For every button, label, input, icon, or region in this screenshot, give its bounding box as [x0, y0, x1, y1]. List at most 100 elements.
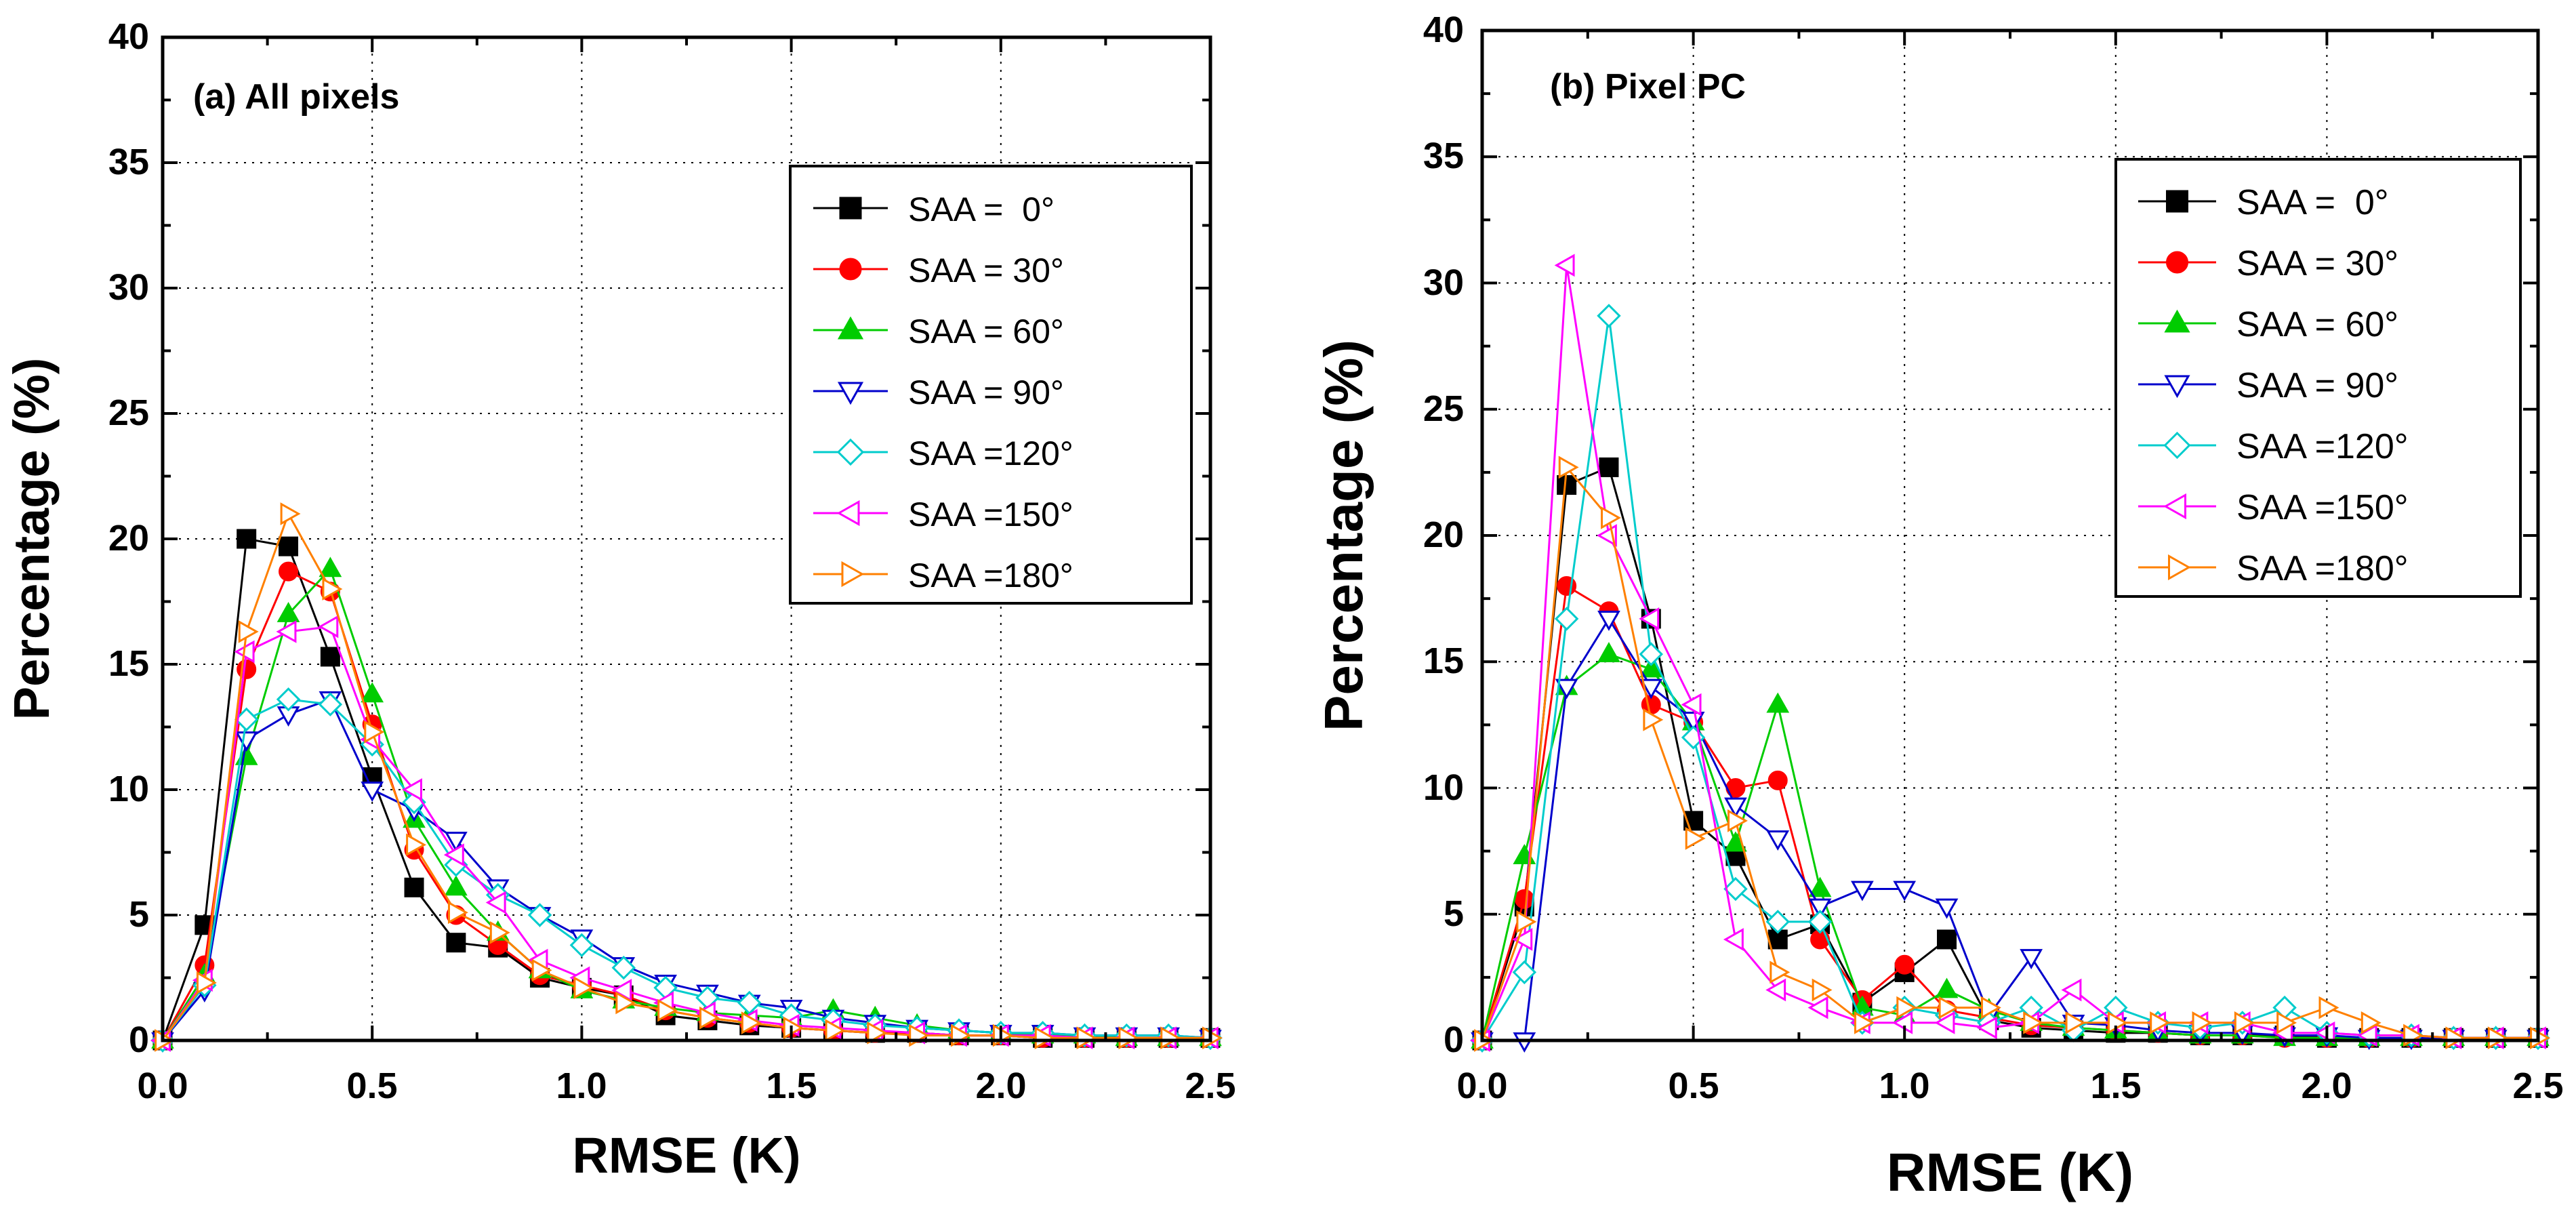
legend-item-a-2: SAA = 60° — [813, 312, 1064, 350]
data-point-b-6-13 — [2023, 1011, 2044, 1034]
legend-item-a-0: SAA = 0° — [813, 190, 1055, 228]
data-point-a-6-24 — [1160, 1026, 1181, 1050]
data-point-b-4-1 — [1512, 960, 1537, 985]
data-point-b-3-10 — [1893, 880, 1917, 901]
legend-label-b-0: SAA = 0° — [2236, 183, 2389, 222]
legend-item-a-5: SAA =150° — [813, 495, 1074, 533]
legend-label-b-3: SAA = 90° — [2236, 366, 2398, 405]
x-tick-label-a-4: 2.0 — [975, 1066, 1026, 1106]
data-point-a-2-7 — [445, 875, 468, 896]
data-point-a-1-3 — [279, 561, 299, 582]
data-point-b-5-6 — [1723, 928, 1744, 951]
x-tick-label-a-1: 0.5 — [346, 1066, 397, 1106]
data-point-a-6-12 — [657, 998, 678, 1022]
legend-item-a-4: SAA =120° — [813, 434, 1074, 472]
data-point-b-6-8 — [1812, 978, 1833, 1002]
data-point-a-2-3 — [277, 601, 300, 622]
legend-item-a-1: SAA = 30° — [813, 251, 1064, 289]
data-point-b-6-12 — [1980, 996, 2001, 1019]
data-point-b-1-1 — [1514, 889, 1534, 909]
x-tick-label-a-0: 0.0 — [137, 1066, 188, 1106]
data-point-a-5-8 — [485, 891, 506, 914]
y-tick-label-b-25: 25 — [1423, 388, 1464, 429]
legend-marker-b-5 — [2163, 493, 2186, 520]
data-point-a-6-15 — [783, 1016, 804, 1040]
legend-item-b-5: SAA =150° — [2138, 488, 2409, 527]
data-point-b-6-9 — [1854, 1011, 1875, 1034]
data-point-b-6-7 — [1770, 960, 1791, 984]
data-point-b-2-7 — [1766, 692, 1790, 713]
legend-label-b-5: SAA =150° — [2236, 488, 2409, 527]
data-point-b-3-9 — [1851, 880, 1874, 901]
panel-b: (b) Pixel PC SAA = 0°SAA = 30°SAA = 60°S… — [1313, 9, 2564, 1202]
data-point-a-4-2 — [234, 707, 259, 732]
data-point-a-6-3 — [280, 502, 301, 525]
data-point-b-5-5 — [1681, 693, 1702, 716]
y-tick-label-a-10: 10 — [108, 769, 149, 809]
y-tick-label-a-30: 30 — [108, 267, 149, 308]
y-tick-label-b-5: 5 — [1444, 893, 1464, 934]
y-tick-label-a-15: 15 — [108, 643, 149, 684]
data-point-b-5-7 — [1765, 978, 1786, 1002]
y-tick-label-a-40: 40 — [108, 16, 149, 57]
data-point-a-6-23 — [1118, 1026, 1139, 1050]
data-point-b-5-12 — [1976, 1016, 1997, 1040]
data-point-a-6-4 — [322, 577, 343, 601]
legend-marker-b-2 — [2164, 309, 2190, 333]
data-point-b-6-2 — [1558, 455, 1579, 479]
y-tick-label-b-35: 35 — [1423, 136, 1464, 176]
legend-label-a-0: SAA = 0° — [908, 190, 1055, 228]
data-point-b-6-19 — [2276, 1011, 2297, 1034]
data-point-b-5-8 — [1807, 996, 1828, 1019]
data-point-b-4-6 — [1723, 876, 1748, 901]
data-point-b-0-3 — [1599, 457, 1619, 477]
legend-item-b-2: SAA = 60° — [2138, 305, 2398, 344]
legend-label-a-6: SAA =180° — [908, 556, 1074, 594]
data-point-b-6-14 — [2065, 1011, 2086, 1034]
ticks-a — [161, 36, 1212, 1042]
legend-item-a-6: SAA =180° — [813, 556, 1074, 594]
data-point-a-6-2 — [238, 620, 259, 643]
legend-marker-a-2 — [837, 316, 864, 340]
data-point-b-6-1 — [1516, 910, 1537, 933]
y-tick-label-b-15: 15 — [1423, 641, 1464, 681]
data-point-b-3-2 — [1555, 678, 1578, 700]
data-point-b-3-11 — [1935, 898, 1959, 919]
data-point-b-2-6 — [1724, 831, 1747, 852]
data-point-a-4-10 — [569, 933, 594, 958]
x-tick-label-b-2: 1.0 — [1879, 1066, 1929, 1106]
data-point-b-2-11 — [1935, 977, 1959, 998]
data-point-b-5-20 — [2314, 1021, 2335, 1045]
legend-item-b-0: SAA = 0° — [2138, 183, 2389, 222]
data-point-a-6-17 — [867, 1021, 888, 1045]
data-point-b-6-3 — [1601, 506, 1621, 529]
y-tick-label-a-35: 35 — [108, 142, 149, 182]
data-point-b-4-3 — [1597, 304, 1621, 328]
y-axis-label-b: Percentage (%) — [1313, 340, 1374, 731]
x-axis-label-b: RMSE (K) — [1887, 1142, 2133, 1202]
data-point-a-6-7 — [447, 901, 468, 925]
y-tick-label-b-0: 0 — [1444, 1019, 1464, 1060]
data-point-b-6-18 — [2234, 1011, 2255, 1034]
data-point-b-6-4 — [1643, 708, 1664, 731]
data-point-a-5-6 — [402, 778, 422, 801]
legend-label-b-2: SAA = 60° — [2236, 305, 2398, 344]
data-point-a-3-5 — [361, 782, 384, 803]
series-b-6 — [1474, 455, 2551, 1052]
data-point-b-6-10 — [1896, 996, 1917, 1019]
data-point-b-6-20 — [2318, 996, 2339, 1019]
legend-label-a-3: SAA = 90° — [908, 373, 1064, 411]
legend-marker-a-1 — [839, 258, 862, 281]
data-point-b-2-8 — [1808, 876, 1832, 897]
data-point-a-6-22 — [1076, 1026, 1097, 1050]
legend-marker-b-4 — [2163, 431, 2191, 460]
data-point-a-4-4 — [318, 692, 343, 716]
panel-title-b: (b) Pixel PC — [1550, 67, 1746, 106]
x-tick-label-b-0: 0.0 — [1456, 1066, 1507, 1106]
legend-marker-a-4 — [836, 438, 865, 466]
data-point-b-4-8 — [1807, 910, 1833, 934]
x-tick-label-b-3: 1.5 — [2090, 1066, 2141, 1106]
data-point-b-3-6 — [1724, 797, 1747, 818]
data-point-b-1-7 — [1767, 770, 1788, 790]
